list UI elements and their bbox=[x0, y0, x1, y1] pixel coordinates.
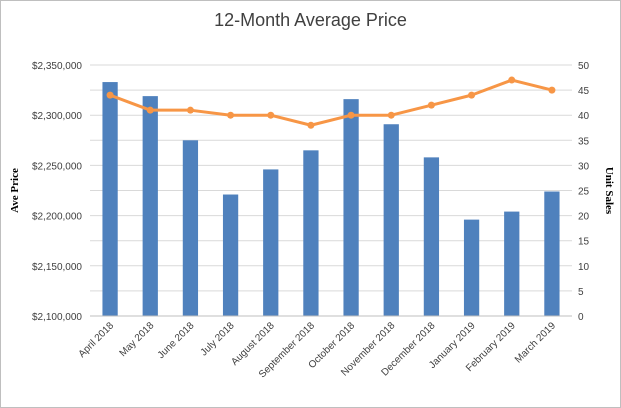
unit-sales-point bbox=[307, 121, 315, 129]
x-tick-label: April 2018 bbox=[77, 320, 117, 360]
bar bbox=[504, 211, 520, 316]
y2-tick-label: 25 bbox=[578, 187, 590, 198]
unit-sales-point bbox=[387, 111, 395, 119]
y2-axis-title: Unit Sales bbox=[603, 167, 615, 215]
y2-tick-label: 30 bbox=[578, 161, 590, 172]
y2-tick-label: 40 bbox=[578, 111, 590, 122]
y2-tick-label: 5 bbox=[578, 287, 584, 298]
y-tick-label: $2,150,000 bbox=[32, 262, 82, 273]
bar bbox=[463, 219, 480, 316]
y2-tick-label: 10 bbox=[578, 262, 590, 273]
y2-tick-label: 0 bbox=[578, 312, 584, 323]
bar bbox=[423, 157, 440, 316]
y2-tick-label: 50 bbox=[578, 61, 590, 72]
bar bbox=[142, 96, 158, 317]
bar bbox=[303, 150, 319, 316]
bar bbox=[182, 140, 199, 316]
x-tick-label: June 2018 bbox=[156, 320, 197, 361]
y2-tick-label: 20 bbox=[578, 212, 590, 223]
y-tick-label: $2,300,000 bbox=[32, 111, 82, 122]
y-tick-label: $2,250,000 bbox=[32, 161, 82, 172]
y2-tick-label: 35 bbox=[578, 136, 590, 147]
unit-sales-point bbox=[468, 91, 476, 99]
unit-sales-point bbox=[427, 101, 435, 109]
x-tick-label: May 2018 bbox=[118, 320, 157, 359]
unit-sales-point bbox=[227, 111, 235, 119]
y-axis-title: Ave Price bbox=[9, 168, 21, 213]
x-tick-label: July 2018 bbox=[199, 320, 237, 358]
unit-sales-point bbox=[508, 76, 516, 84]
bar bbox=[383, 124, 399, 317]
y-tick-label: $2,200,000 bbox=[32, 212, 82, 223]
bar bbox=[263, 169, 279, 316]
x-tick-label: March 2019 bbox=[513, 320, 558, 365]
bar bbox=[222, 194, 239, 316]
bar bbox=[343, 99, 359, 316]
y2-tick-label: 45 bbox=[578, 86, 590, 97]
chart-title: 12-Month Average Price bbox=[214, 10, 407, 30]
bar bbox=[544, 191, 560, 316]
unit-sales-point bbox=[146, 106, 154, 114]
unit-sales-point bbox=[186, 106, 194, 114]
unit-sales-point bbox=[267, 111, 275, 119]
unit-sales-line bbox=[109, 78, 553, 127]
y-tick-label: $2,100,000 bbox=[32, 312, 82, 323]
bar bbox=[102, 82, 118, 317]
y-tick-label: $2,350,000 bbox=[32, 61, 82, 72]
unit-sales-point bbox=[106, 91, 114, 99]
y2-tick-label: 15 bbox=[578, 237, 590, 248]
unit-sales-point bbox=[347, 111, 355, 119]
unit-sales-point bbox=[548, 86, 556, 94]
